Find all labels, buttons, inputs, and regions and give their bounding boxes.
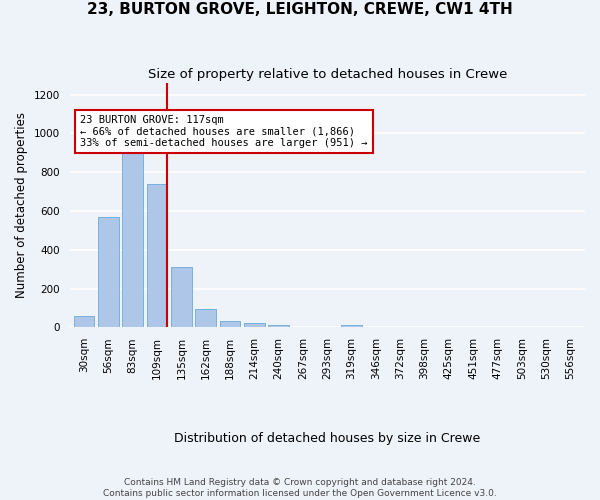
Bar [244, 323, 265, 328]
Title: Size of property relative to detached houses in Crewe: Size of property relative to detached ho… [148, 68, 507, 80]
Bar [147, 184, 167, 328]
Bar [268, 325, 289, 328]
Bar [171, 268, 192, 328]
Bar [341, 325, 362, 328]
Bar [122, 134, 143, 328]
Text: 23 BURTON GROVE: 117sqm
← 66% of detached houses are smaller (1,866)
33% of semi: 23 BURTON GROVE: 117sqm ← 66% of detache… [80, 115, 367, 148]
Bar [74, 316, 94, 328]
Bar [98, 217, 119, 328]
Y-axis label: Number of detached properties: Number of detached properties [15, 112, 28, 298]
Bar [196, 309, 216, 328]
Text: 23, BURTON GROVE, LEIGHTON, CREWE, CW1 4TH: 23, BURTON GROVE, LEIGHTON, CREWE, CW1 4… [87, 2, 513, 18]
X-axis label: Distribution of detached houses by size in Crewe: Distribution of detached houses by size … [174, 432, 481, 445]
Text: Contains HM Land Registry data © Crown copyright and database right 2024.
Contai: Contains HM Land Registry data © Crown c… [103, 478, 497, 498]
Bar [220, 320, 241, 328]
